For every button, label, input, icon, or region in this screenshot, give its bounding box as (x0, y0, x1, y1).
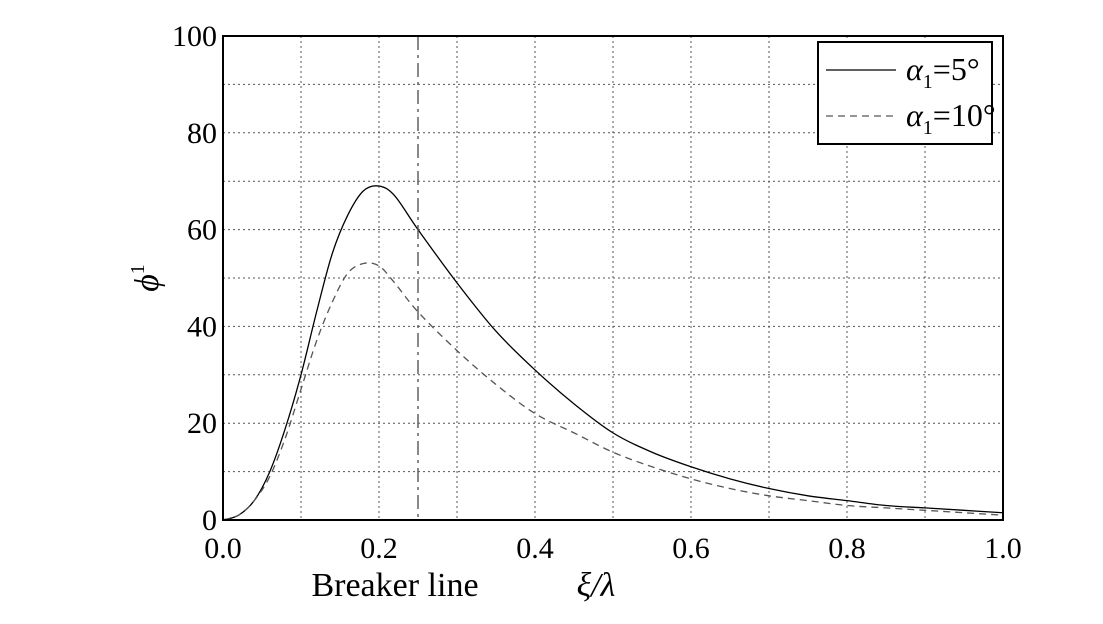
y-tick-label: 40 (187, 310, 217, 343)
y-tick-label: 0 (202, 504, 217, 537)
y-tick-label: 60 (187, 214, 217, 247)
x-axis-label: ξ/λ (577, 567, 616, 604)
legend-entry-series-1: α1=5° (906, 51, 980, 93)
y-axis-label-main: ϕ (129, 274, 166, 292)
breaker-line-label: Breaker line (311, 567, 478, 604)
series-layer (222, 185, 1004, 521)
x-tick-label: 0.0 (204, 532, 242, 565)
x-tick-label: 0.4 (516, 532, 554, 565)
legend-box (817, 41, 993, 145)
plot-frame (222, 35, 1004, 521)
series-line-1 (222, 185, 1004, 521)
svg-text:ϕ1: ϕ1 (127, 264, 166, 292)
x-axis-label-text: ξ/λ (577, 567, 616, 604)
y-tick-label: 20 (187, 407, 217, 440)
y-tick-label: 100 (172, 20, 217, 53)
y-tick-label: 80 (187, 117, 217, 150)
legend: α1=5° α1=10° (817, 41, 996, 145)
y-axis-label: ϕ1 (127, 264, 166, 292)
x-tick-label: 0.8 (828, 532, 866, 565)
x-tick-label: 0.6 (672, 532, 710, 565)
legend-entry-series-2: α1=10° (906, 97, 996, 139)
x-tick-label: 1.0 (984, 532, 1022, 565)
x-tick-label: 0.2 (360, 532, 398, 565)
tick-labels: 0.0 0.2 0.4 0.6 0.8 1.0 0 20 40 60 80 100 (172, 20, 1022, 565)
y-axis-label-superscript: 1 (127, 264, 149, 274)
series-line-2 (222, 262, 1004, 521)
